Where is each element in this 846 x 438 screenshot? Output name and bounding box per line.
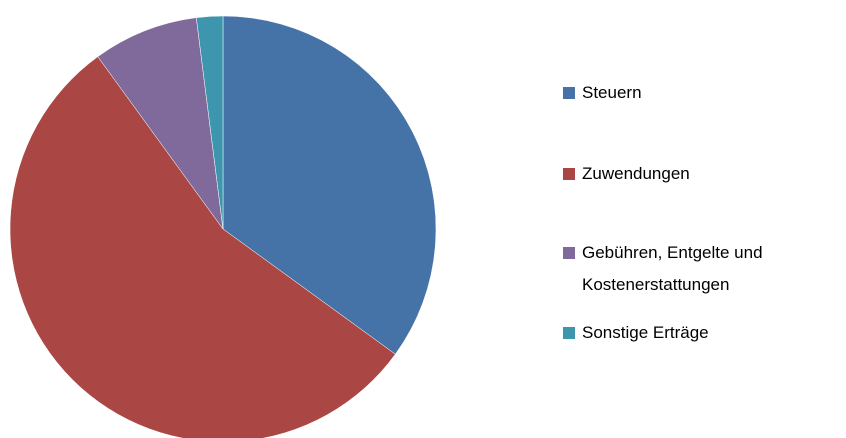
- legend-label: Gebühren, Entgelte und Kostenerstattunge…: [582, 243, 763, 294]
- legend-item: Sonstige Erträge: [563, 317, 844, 349]
- legend-swatch: [563, 247, 575, 259]
- pie-slice: [222, 15, 437, 355]
- legend-item: Zuwendungen: [563, 158, 844, 190]
- legend-label: Steuern: [582, 83, 642, 102]
- legend-label: Zuwendungen: [582, 164, 690, 183]
- legend-swatch: [563, 327, 575, 339]
- legend-swatch: [563, 87, 575, 99]
- legend-swatch: [563, 168, 575, 180]
- legend-item: Gebühren, Entgelte und Kostenerstattunge…: [563, 237, 844, 301]
- legend-item: Steuern: [563, 77, 844, 109]
- pie-slice: [9, 56, 396, 438]
- pie-slice: [97, 17, 224, 230]
- legend-label: Sonstige Erträge: [582, 323, 709, 342]
- pie-slice: [196, 15, 224, 230]
